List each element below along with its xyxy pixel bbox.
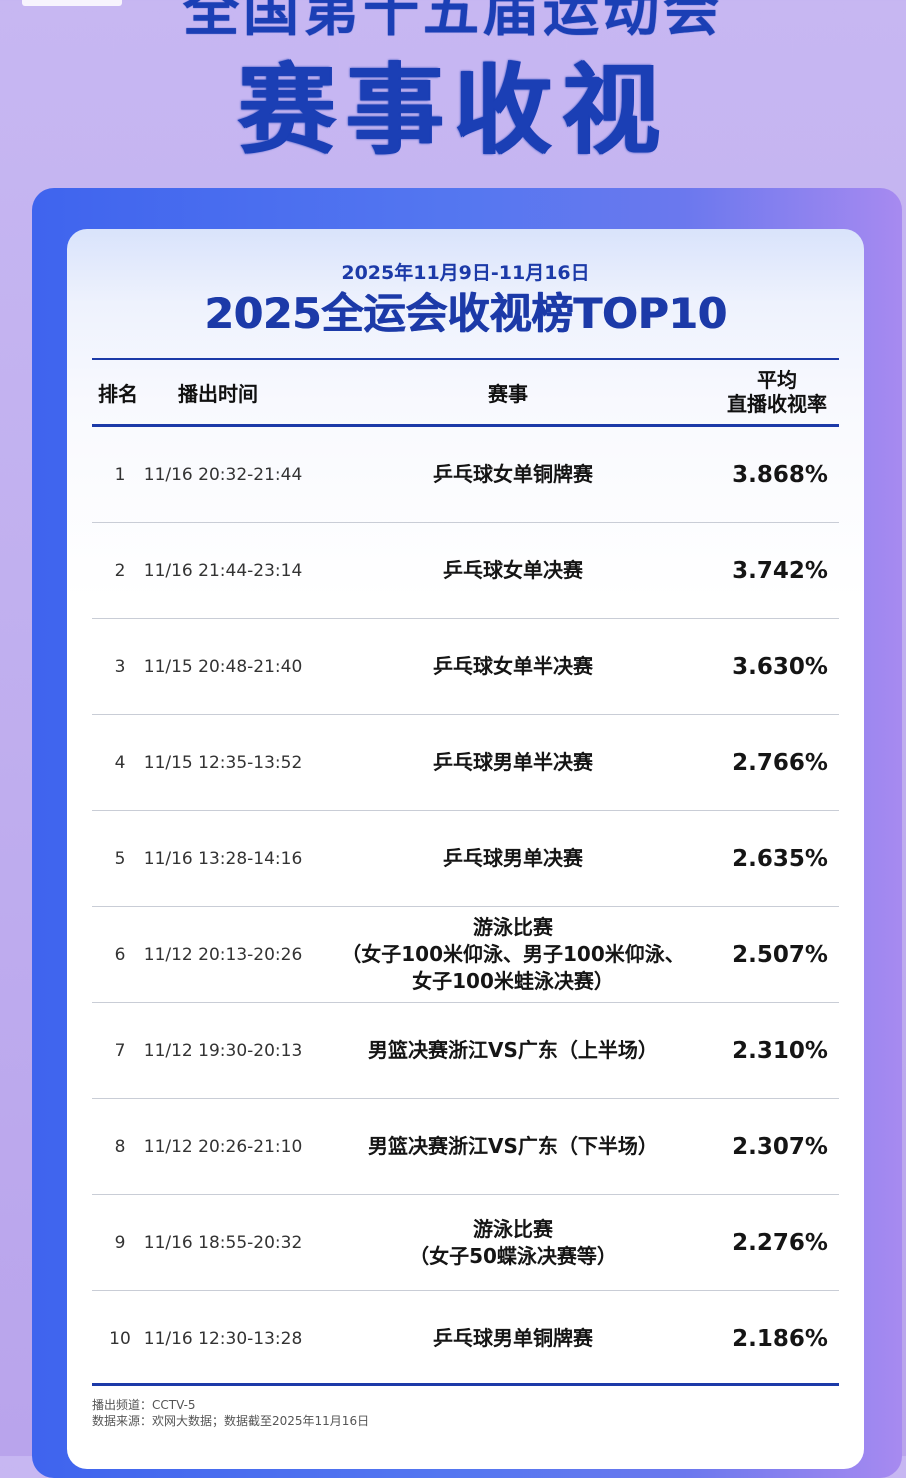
- row-event-line: （女子100米仰泳、男子100米仰泳、: [341, 942, 685, 966]
- row-time: 11/12 20:13-20:26: [143, 944, 303, 965]
- table-body: 1 11/16 20:32-21:44 乒乓球女单铜牌赛 3.868% 2 11/16 2…: [92, 427, 839, 1387]
- row-rating: 3.868%: [732, 461, 828, 488]
- row-rank: 1: [114, 464, 126, 485]
- row-event: 男篮决赛浙江VS广东（上半场）: [308, 1003, 718, 1098]
- row-event-line: 游泳比赛: [473, 1216, 553, 1241]
- row-rating: 2.310%: [732, 1037, 828, 1064]
- row-rating: 3.630%: [732, 653, 828, 680]
- row-time: 11/16 18:55-20:32: [143, 1232, 303, 1253]
- row-rating: 2.635%: [732, 845, 828, 872]
- row-rank: 10: [109, 1328, 131, 1349]
- row-rank: 7: [114, 1040, 126, 1061]
- row-event-line: 男篮决赛浙江VS广东（下半场）: [368, 1134, 658, 1158]
- row-event-line: 男篮决赛浙江VS广东（上半场）: [368, 1038, 658, 1062]
- row-event: 乒乓球女单半决赛: [308, 619, 718, 714]
- table-header-rule: [92, 424, 839, 427]
- row-rating: 2.186%: [732, 1325, 828, 1352]
- row-event-line: 乒乓球男单铜牌赛: [433, 1326, 593, 1350]
- row-event-line: 乒乓球女单半决赛: [433, 654, 593, 678]
- table-row: 6 11/12 20:13-20:26 游泳比赛 （女子100米仰泳、男子100米仰泳…: [92, 907, 839, 1003]
- table-row: 4 11/15 12:35-13:52 乒乓球男单半决赛 2.766%: [92, 715, 839, 811]
- row-rating: 2.307%: [732, 1133, 828, 1160]
- table-row: 3 11/15 20:48-21:40 乒乓球女单半决赛 3.630%: [92, 619, 839, 715]
- table-top-rule: [92, 358, 839, 360]
- header-event: 赛事: [488, 381, 528, 406]
- row-rank: 5: [114, 848, 126, 869]
- row-event-line: 乒乓球男单半决赛: [433, 750, 593, 774]
- row-event: 乒乓球男单铜牌赛: [308, 1291, 718, 1386]
- row-event: 乒乓球男单决赛: [308, 811, 718, 906]
- row-event-line: 乒乓球女单决赛: [443, 558, 583, 582]
- row-rank: 2: [114, 560, 126, 581]
- row-event: 乒乓球男单半决赛: [308, 715, 718, 810]
- row-event: 男篮决赛浙江VS广东（下半场）: [308, 1099, 718, 1194]
- row-event-line: 女子100米蛙泳决赛）: [412, 969, 614, 993]
- banner-title-line1: 全国第十五届运动会: [183, 0, 723, 44]
- table-row: 2 11/16 21:44-23:14 乒乓球女单决赛 3.742%: [92, 523, 839, 619]
- table-header: 排名 播出时间 赛事 平均 直播收视率: [92, 362, 839, 422]
- row-event: 乒乓球女单决赛: [308, 523, 718, 618]
- row-rating: 2.507%: [732, 941, 828, 968]
- row-rank: 8: [114, 1136, 126, 1157]
- header-rating-line2: 直播收视率: [727, 392, 827, 416]
- row-rating: 2.276%: [732, 1229, 828, 1256]
- footnote: 播出频道：CCTV-5 数据来源：欢网大数据；数据截至2025年11月16日: [92, 1397, 369, 1429]
- logo-mark: [22, 0, 122, 6]
- row-time: 11/12 19:30-20:13: [143, 1040, 303, 1061]
- row-time: 11/15 12:35-13:52: [143, 752, 303, 773]
- table-row: 8 11/12 20:26-21:10 男篮决赛浙江VS广东（下半场） 2.307%: [92, 1099, 839, 1195]
- row-time: 11/16 20:32-21:44: [143, 464, 303, 485]
- row-event: 游泳比赛 （女子50蝶泳决赛等）: [308, 1195, 718, 1290]
- row-rank: 9: [114, 1232, 126, 1253]
- table-row: 9 11/16 18:55-20:32 游泳比赛 （女子50蝶泳决赛等） 2.276%: [92, 1195, 839, 1291]
- row-event-line: 乒乓球女单铜牌赛: [433, 462, 593, 486]
- ranking-card: [67, 229, 864, 1469]
- row-event-line: （女子50蝶泳决赛等）: [409, 1243, 617, 1268]
- header-rank: 排名: [98, 381, 138, 406]
- row-event-line: 游泳比赛: [473, 915, 553, 939]
- header-rating: 平均 直播收视率: [718, 362, 836, 422]
- header-rating-line1: 平均: [757, 368, 797, 392]
- row-rank: 6: [114, 944, 126, 965]
- row-time: 11/16 21:44-23:14: [143, 560, 303, 581]
- row-time: 11/12 20:26-21:10: [143, 1136, 303, 1157]
- row-rank: 3: [114, 656, 126, 677]
- table-row: 5 11/16 13:28-14:16 乒乓球男单决赛 2.635%: [92, 811, 839, 907]
- row-rank: 4: [114, 752, 126, 773]
- header-time: 播出时间: [178, 381, 258, 406]
- row-time: 11/16 12:30-13:28: [143, 1328, 303, 1349]
- row-rating: 2.766%: [732, 749, 828, 776]
- ranking-title: 2025全运会收视榜TOP10: [204, 289, 727, 338]
- row-event: 乒乓球女单铜牌赛: [308, 427, 718, 522]
- table-row: 7 11/12 19:30-20:13 男篮决赛浙江VS广东（上半场） 2.310%: [92, 1003, 839, 1099]
- row-event-line: 乒乓球男单决赛: [443, 846, 583, 870]
- date-range: 2025年11月9日-11月16日: [341, 262, 590, 284]
- row-time: 11/15 20:48-21:40: [143, 656, 303, 677]
- banner-title-line2: 赛事收视: [236, 54, 669, 168]
- table-row: 10 11/16 12:30-13:28 乒乓球男单铜牌赛 2.186%: [92, 1291, 839, 1387]
- table-bottom-rule: [92, 1383, 839, 1386]
- row-event: 游泳比赛 （女子100米仰泳、男子100米仰泳、 女子100米蛙泳决赛）: [308, 907, 718, 1002]
- row-time: 11/16 13:28-14:16: [143, 848, 303, 869]
- row-rating: 3.742%: [732, 557, 828, 584]
- footnote-source: 数据来源：欢网大数据；数据截至2025年11月16日: [92, 1414, 370, 1428]
- footnote-channel: 播出频道：CCTV-5: [92, 1398, 196, 1412]
- table-row: 1 11/16 20:32-21:44 乒乓球女单铜牌赛 3.868%: [92, 427, 839, 523]
